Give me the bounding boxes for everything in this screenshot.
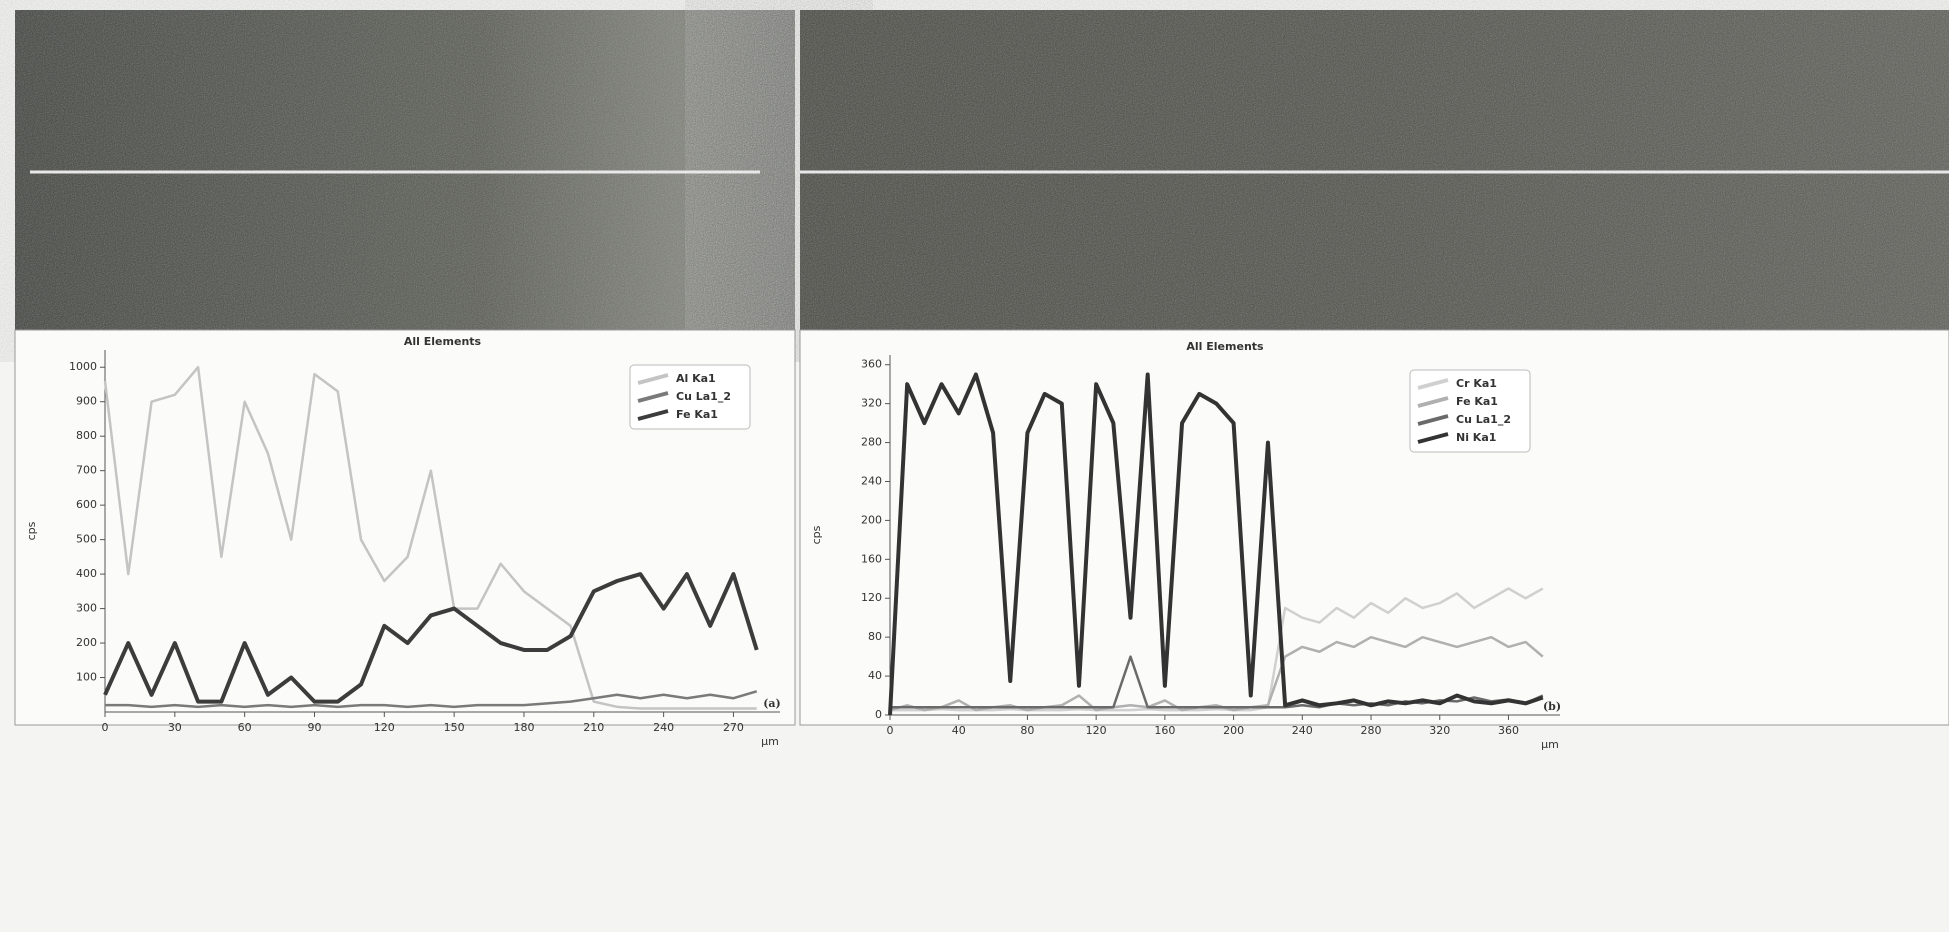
- y-tick-label: 800: [76, 429, 97, 442]
- y-tick-label: 600: [76, 498, 97, 511]
- y-tick-label: 900: [76, 395, 97, 408]
- legend-label: Al Ka1: [676, 372, 716, 385]
- y-tick-label: 360: [861, 358, 882, 371]
- y-axis-label: cps: [810, 525, 823, 544]
- legend-swatch: [637, 409, 669, 421]
- legend-swatch: [1417, 432, 1449, 444]
- data-line: [103, 365, 757, 710]
- legend-swatch: [1417, 378, 1449, 390]
- legend-swatch: [1417, 396, 1449, 408]
- chart-panel: [799, 329, 1949, 726]
- x-tick-label: 240: [653, 721, 674, 734]
- legend-label: Cu La1_2: [676, 390, 731, 403]
- legend-label: Ni Ka1: [1456, 431, 1496, 444]
- y-tick-label: 160: [861, 552, 882, 565]
- legend-swatch: [637, 391, 669, 403]
- legend-label: Cr Ka1: [1456, 377, 1497, 390]
- x-tick-label: 180: [513, 721, 534, 734]
- chart-title: All Elements: [1186, 340, 1264, 353]
- x-tick-label: 0: [887, 724, 894, 737]
- legend-label: Cu La1_2: [1456, 413, 1511, 426]
- y-tick-label: 120: [861, 591, 882, 604]
- y-axis-label: cps: [25, 521, 38, 540]
- x-tick-label: 280: [1361, 724, 1382, 737]
- y-tick-label: 320: [861, 397, 882, 410]
- data-line: [105, 690, 758, 709]
- legend-label: Fe Ka1: [1456, 395, 1498, 408]
- x-axis-label: µm: [761, 735, 779, 748]
- chart-title: All Elements: [404, 335, 482, 348]
- data-line: [103, 572, 759, 704]
- x-tick-label: 80: [1020, 724, 1034, 737]
- panel-label: (b): [1543, 700, 1561, 713]
- y-tick-label: 300: [76, 602, 97, 615]
- x-tick-label: 210: [583, 721, 604, 734]
- x-tick-label: 120: [374, 721, 395, 734]
- x-tick-label: 30: [168, 721, 182, 734]
- legend-swatch: [637, 373, 669, 385]
- sem-texture: [800, 10, 1949, 330]
- x-tick-label: 360: [1498, 724, 1519, 737]
- y-tick-label: 200: [861, 513, 882, 526]
- x-tick-label: 90: [307, 721, 321, 734]
- x-axis-label: µm: [1541, 738, 1559, 751]
- legend-label: Fe Ka1: [676, 408, 718, 421]
- y-tick-label: 80: [868, 630, 882, 643]
- sem-texture: [15, 10, 795, 330]
- x-tick-label: 270: [723, 721, 744, 734]
- x-tick-label: 320: [1429, 724, 1450, 737]
- y-tick-label: 100: [76, 671, 97, 684]
- x-tick-label: 0: [102, 721, 109, 734]
- x-tick-label: 120: [1086, 724, 1107, 737]
- x-tick-label: 160: [1154, 724, 1175, 737]
- x-tick-label: 60: [238, 721, 252, 734]
- y-tick-label: 1000: [69, 360, 97, 373]
- y-tick-label: 0: [875, 708, 882, 721]
- y-tick-label: 700: [76, 464, 97, 477]
- x-tick-label: 40: [952, 724, 966, 737]
- y-tick-label: 500: [76, 533, 97, 546]
- y-tick-label: 40: [868, 669, 882, 682]
- y-tick-label: 200: [76, 636, 97, 649]
- x-tick-label: 200: [1223, 724, 1244, 737]
- y-tick-label: 280: [861, 436, 882, 449]
- x-tick-label: 240: [1292, 724, 1313, 737]
- y-tick-label: 400: [76, 567, 97, 580]
- x-tick-label: 150: [444, 721, 465, 734]
- data-line: [888, 372, 1544, 716]
- legend-box: [1409, 369, 1531, 453]
- legend-swatch: [1417, 414, 1449, 426]
- data-line: [890, 587, 1544, 712]
- panel-label: (a): [763, 697, 781, 710]
- y-tick-label: 240: [861, 474, 882, 487]
